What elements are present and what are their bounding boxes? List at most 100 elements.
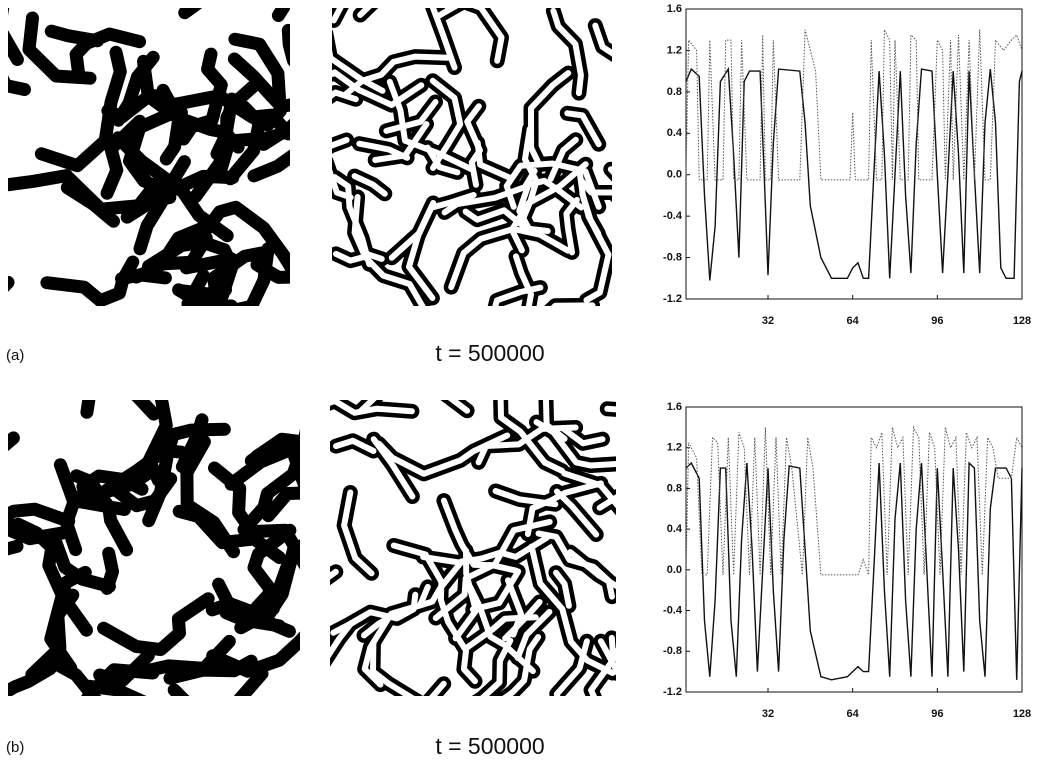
pattern-image [330,400,616,696]
x-tick-label: 64 [847,315,860,327]
stripe [53,458,131,516]
stripe [201,200,290,279]
stripe-core [420,534,551,566]
x-tick-label: 32 [762,315,774,327]
x-tick-label: 128 [1013,708,1031,720]
plot-frame [685,406,1023,693]
stripe-core [448,226,571,291]
x-tick-label: 64 [847,708,860,720]
stripe-core [469,568,522,613]
panel-label: (a) [6,347,24,364]
stripe-core [460,614,539,685]
stripe [97,592,215,657]
stripe [8,169,73,192]
pattern-images [8,8,616,696]
stripe-core [503,160,602,210]
stripe-core [535,530,615,600]
x-tick-label: 96 [931,708,943,720]
stripe-core [550,302,596,306]
stripe [143,634,236,677]
stripe-core [343,53,452,97]
stripe [603,161,612,182]
series-line [685,29,1023,181]
stripe [233,667,269,696]
y-tick-label: -1.2 [663,293,682,305]
stripe [69,27,147,81]
stripe [60,181,120,228]
stripe-core [332,69,425,108]
stripe-core [609,648,616,655]
stripe [93,649,155,688]
stripe-core [597,638,616,676]
stripe [98,443,188,498]
stripe [8,539,24,556]
caption: t = 500000 [435,733,544,759]
stripe [129,231,213,284]
x-tick-label: 96 [931,315,943,327]
panel-label: (b) [6,739,24,756]
stripe [181,269,210,306]
stripe-core [533,419,616,469]
stripe [8,502,76,528]
stripe-core [375,432,511,477]
stripe-core [480,637,514,696]
stripe-core [607,166,612,175]
stripe-core [433,8,459,20]
stripe-core [502,599,543,642]
stripe-core [406,192,477,301]
stripe-core [578,177,612,196]
stripe-core [464,103,483,188]
line-chart: 1.6 1.2 0.8 0.4 0.0 -0.4 -0.8 -1.2 32 64 96 128 [663,3,1031,327]
stripe-core [441,167,538,216]
stripe [142,235,239,303]
stripe [189,118,290,204]
stripe [41,653,102,696]
stripe-core [351,173,388,197]
stripe-core [351,194,385,262]
stripe [227,52,290,113]
stripe-core [462,207,551,234]
stripe-core [563,196,580,256]
stripe [224,440,300,491]
stripe-core [424,144,461,176]
y-tick-label: 1.6 [667,3,682,15]
stripe-core [330,591,419,636]
pattern-image [332,8,612,306]
stripe-core [547,136,579,182]
stripe-core [383,99,439,134]
y-tick-label: 0.0 [667,169,682,181]
stripe [247,149,290,183]
stripe-core [341,489,375,577]
pattern-image [8,400,300,696]
stripe-core [429,8,458,71]
y-tick-label: 0.4 [667,523,683,535]
y-tick-label: -0.4 [663,604,683,616]
stripe-core [333,250,426,306]
stripe [175,413,209,474]
stripe [8,662,57,696]
stripe-core [358,400,377,414]
series-line [685,461,1023,681]
stripe [163,654,258,685]
x-tick-label: 32 [762,708,774,720]
stripe-core [472,8,505,64]
stripe-core [513,253,534,306]
y-tick-label: 0.8 [667,86,682,98]
y-tick-label: 0.0 [667,564,682,576]
stripe [281,23,290,67]
stripe [76,469,149,496]
stripe [8,522,71,546]
stripe [131,400,161,421]
stripe [34,45,127,173]
stripe [228,32,287,132]
stripe-core [497,400,565,474]
stripe-core [429,680,447,696]
stripe-core [447,400,471,414]
y-tick-label: -0.4 [663,210,683,222]
stripe [234,611,296,638]
stripe-core [528,70,572,165]
stripe [49,535,116,593]
stripe [100,114,147,200]
series-line [685,66,1023,281]
stripe-core [475,424,579,466]
